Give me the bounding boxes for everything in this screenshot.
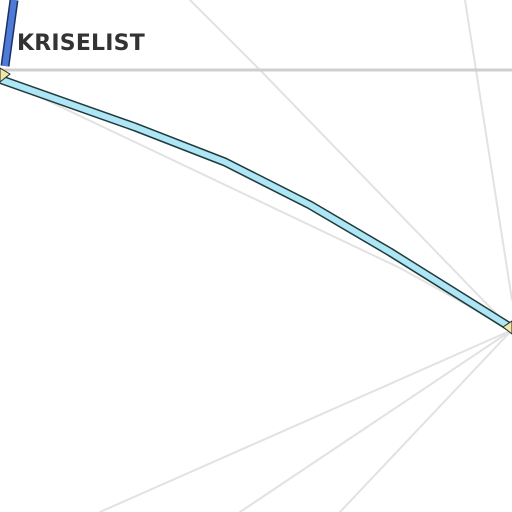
minor-road	[339, 329, 512, 512]
minor-road	[239, 329, 512, 512]
minor-road	[464, 0, 477, 71]
minor-road	[0, 77, 401, 269]
route-line[interactable]	[0, 75, 512, 332]
street-name-label: KRISELIST	[17, 31, 145, 56]
route-node-marker[interactable]	[0, 67, 11, 83]
minor-road	[475, 69, 512, 301]
minor-road	[259, 69, 512, 331]
minor-road	[99, 329, 512, 512]
minor-road	[189, 0, 261, 71]
route-node-marker[interactable]	[502, 320, 512, 335]
route-line-fill	[0, 77, 512, 330]
upper-route-line-fill	[2, 0, 17, 67]
